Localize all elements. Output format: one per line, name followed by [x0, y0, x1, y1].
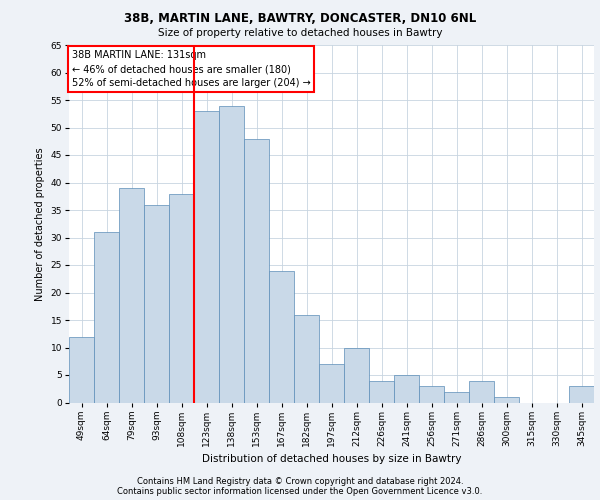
X-axis label: Distribution of detached houses by size in Bawtry: Distribution of detached houses by size …	[202, 454, 461, 464]
Bar	[444, 392, 469, 402]
Bar	[469, 380, 494, 402]
Text: Size of property relative to detached houses in Bawtry: Size of property relative to detached ho…	[158, 28, 442, 38]
Bar	[394, 375, 419, 402]
Bar	[419, 386, 444, 402]
Bar	[269, 270, 294, 402]
Bar	[69, 336, 94, 402]
Bar	[319, 364, 344, 403]
Bar	[194, 111, 219, 403]
Bar	[169, 194, 194, 402]
Bar	[219, 106, 244, 403]
Text: 38B, MARTIN LANE, BAWTRY, DONCASTER, DN10 6NL: 38B, MARTIN LANE, BAWTRY, DONCASTER, DN1…	[124, 12, 476, 26]
Text: Contains public sector information licensed under the Open Government Licence v3: Contains public sector information licen…	[118, 487, 482, 496]
Text: 38B MARTIN LANE: 131sqm
← 46% of detached houses are smaller (180)
52% of semi-d: 38B MARTIN LANE: 131sqm ← 46% of detache…	[71, 50, 310, 88]
Y-axis label: Number of detached properties: Number of detached properties	[35, 147, 45, 300]
Bar	[344, 348, 369, 403]
Text: Contains HM Land Registry data © Crown copyright and database right 2024.: Contains HM Land Registry data © Crown c…	[137, 477, 463, 486]
Bar	[369, 380, 394, 402]
Bar	[119, 188, 144, 402]
Bar	[494, 397, 519, 402]
Bar	[244, 138, 269, 402]
Bar	[294, 314, 319, 402]
Bar	[94, 232, 119, 402]
Bar	[144, 204, 169, 402]
Bar	[569, 386, 594, 402]
